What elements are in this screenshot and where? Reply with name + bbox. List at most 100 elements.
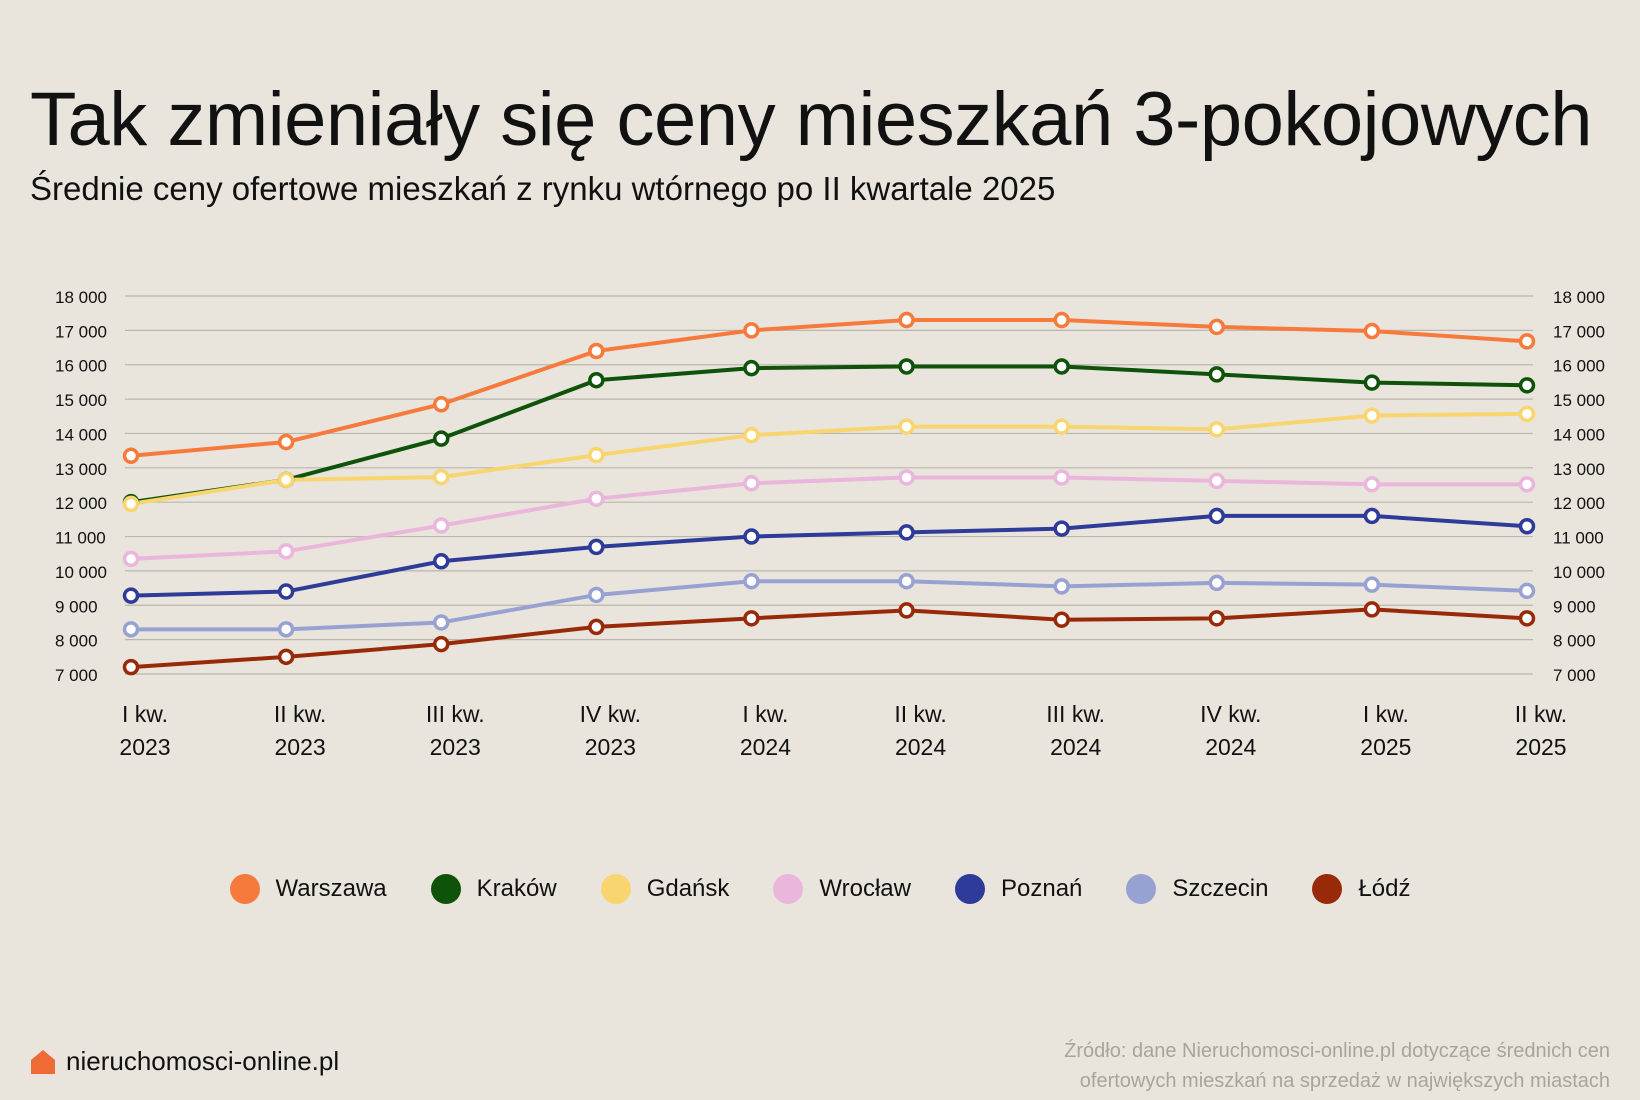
data-point: [1208, 507, 1226, 525]
legend-item: Poznań: [954, 874, 1083, 904]
data-point: [1518, 405, 1536, 423]
data-point: [1053, 611, 1070, 628]
data-point: [1208, 610, 1226, 627]
series-line: [129, 475, 1529, 561]
data-point: [898, 524, 915, 541]
x-tick-label-year: 2023: [430, 734, 481, 760]
data-point: [588, 446, 605, 464]
y-tick-label-left: 16 000: [55, 357, 107, 376]
y-tick-label-left: 14 000: [55, 425, 107, 444]
x-tick-label-year: 2023: [119, 734, 170, 760]
data-point: [122, 495, 140, 513]
x-tick-label-year: 2024: [1050, 734, 1101, 760]
data-point: [1053, 418, 1070, 435]
data-point: [743, 322, 760, 339]
data-point: [743, 475, 760, 492]
data-point: [743, 610, 760, 627]
data-point: [1363, 374, 1381, 391]
y-tick-label-left: 17 000: [55, 322, 107, 341]
data-point: [898, 602, 915, 619]
y-tick-label-left: 15 000: [55, 391, 107, 410]
y-tick-label-right: 7 000: [1553, 666, 1596, 685]
y-tick-label-right: 12 000: [1553, 494, 1605, 513]
data-point: [1208, 421, 1226, 438]
legend-swatch: [1126, 874, 1157, 904]
legend-item: Warszawa: [229, 874, 387, 904]
x-tick-label-year: 2025: [1515, 734, 1566, 760]
data-point: [588, 371, 605, 389]
data-point: [1363, 576, 1381, 593]
x-tick-label-year: 2024: [895, 734, 946, 760]
data-point: [1053, 311, 1070, 329]
x-tick-label-quarter: III kw.: [426, 701, 485, 727]
data-point: [122, 621, 140, 638]
y-tick-label-left: 13 000: [55, 460, 107, 479]
chart-title: Tak zmieniały się ceny mieszkań 3-pokojo…: [30, 77, 1592, 162]
data-point: [1053, 469, 1070, 486]
data-point: [743, 426, 760, 444]
data-point: [1518, 582, 1536, 600]
data-point: [122, 550, 140, 568]
series-line: [129, 513, 1529, 598]
data-point: [1208, 318, 1226, 336]
data-point: [1518, 476, 1536, 493]
data-point: [1518, 517, 1536, 535]
x-tick-label-quarter: I kw.: [122, 701, 168, 727]
data-point: [743, 359, 760, 377]
data-point: [1208, 574, 1226, 592]
y-tick-label-left: 11 000: [55, 529, 106, 548]
legend-label: Wrocław: [819, 875, 911, 902]
brand: nieruchomosci-online.pl: [30, 1046, 339, 1077]
data-point: [122, 447, 140, 465]
data-point: [122, 658, 140, 676]
x-tick-label-quarter: IV kw.: [1200, 701, 1261, 727]
y-tick-label-right: 16 000: [1553, 357, 1605, 376]
legend-label: Łódź: [1358, 875, 1411, 902]
x-tick-label-quarter: I kw.: [742, 701, 788, 727]
y-tick-label-right: 8 000: [1553, 632, 1596, 651]
y-tick-label-left: 12 000: [55, 494, 107, 513]
legend-label: Kraków: [476, 875, 557, 902]
x-tick-label-year: 2023: [275, 734, 326, 760]
x-tick-label-quarter: II kw.: [274, 701, 326, 727]
legend-item: Łódź: [1312, 874, 1410, 904]
y-tick-label-right: 9 000: [1553, 597, 1596, 616]
legend-swatch: [229, 874, 260, 904]
data-point: [432, 395, 450, 413]
data-point: [1518, 377, 1536, 394]
data-point: [432, 614, 450, 631]
legend-item: Gdańsk: [600, 874, 729, 904]
x-tick-label-quarter: II kw.: [1515, 701, 1567, 727]
data-point: [588, 618, 605, 636]
source-note: Źródło: dane Nieruchomosci-online.pl dot…: [1064, 1040, 1610, 1092]
data-point: [122, 587, 140, 604]
series-line: [129, 364, 1529, 505]
series-line: [129, 411, 1529, 506]
data-point: [432, 635, 450, 653]
data-point: [1363, 407, 1381, 424]
y-tick-label-right: 11 000: [1553, 529, 1604, 548]
legend-label: Poznań: [1000, 875, 1083, 902]
data-point: [743, 528, 760, 545]
data-point: [1363, 322, 1381, 340]
legend-swatch: [954, 874, 985, 904]
data-point: [1363, 507, 1381, 525]
legend-swatch: [773, 874, 804, 904]
brand-name[interactable]: nieruchomosci-online.pl: [66, 1046, 340, 1076]
data-point: [898, 358, 915, 375]
data-point: [1518, 333, 1536, 350]
legend: Warszawa Kraków Gdańsk Wrocław Poznań Szczeci…: [0, 874, 1640, 904]
legend-swatch: [1312, 874, 1343, 904]
data-point: [1053, 578, 1070, 595]
data-point: [1208, 472, 1226, 490]
y-tick-label-right: 17 000: [1553, 322, 1605, 341]
y-tick-label-left: 7 000: [55, 666, 98, 685]
data-point: [898, 572, 915, 590]
data-point: [277, 648, 295, 666]
x-tick-label-quarter: II kw.: [894, 701, 946, 727]
x-tick-label-year: 2023: [585, 734, 636, 760]
chart-subtitle: Średnie ceny ofertowe mieszkań z rynku w…: [30, 170, 1056, 207]
y-tick-label-right: 14 000: [1553, 425, 1605, 444]
data-point: [1518, 610, 1536, 627]
